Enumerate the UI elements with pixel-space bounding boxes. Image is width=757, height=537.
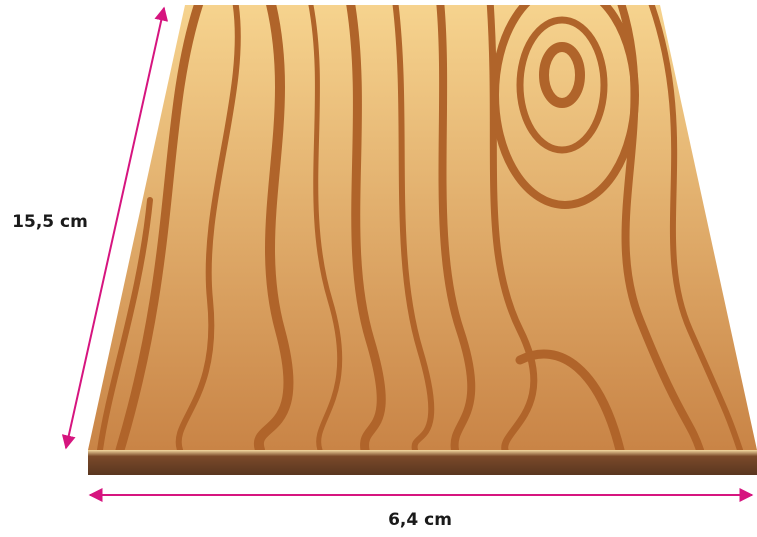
bottom-label: 6,4 cm — [388, 510, 452, 530]
side-arrow — [61, 6, 169, 450]
wood-board — [88, 5, 757, 475]
side-label: 15,5 cm — [12, 212, 88, 232]
